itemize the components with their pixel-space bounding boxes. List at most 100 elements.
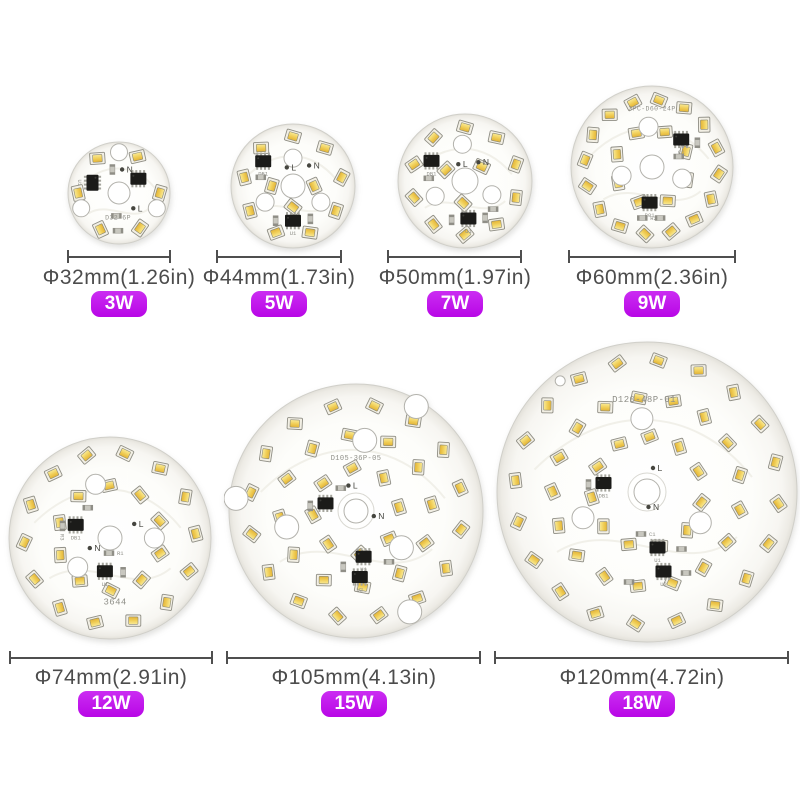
led-chip xyxy=(451,478,469,498)
wire-pad xyxy=(346,483,351,488)
led-chip xyxy=(487,217,506,232)
center-hole xyxy=(639,154,665,180)
led-chip xyxy=(601,108,618,122)
smd-component xyxy=(335,485,347,491)
led-chip xyxy=(439,559,453,577)
led-chip xyxy=(568,418,587,438)
led-chip xyxy=(607,354,627,373)
dimension-line-tick xyxy=(9,651,11,664)
led-chip xyxy=(323,398,343,416)
mounting-hole xyxy=(352,427,378,453)
ic-chip: DB1 xyxy=(255,152,272,178)
led-chip xyxy=(365,397,384,415)
led-chip xyxy=(690,364,707,377)
dimension-line-18w xyxy=(495,657,788,659)
smd-component xyxy=(487,206,499,212)
ic-label: U1 xyxy=(465,228,472,235)
led-chip xyxy=(125,614,142,627)
component-label: C1 xyxy=(649,531,656,538)
smd-component xyxy=(255,174,267,181)
led-chip xyxy=(436,160,456,180)
mounting-hole xyxy=(672,168,693,189)
led-chip xyxy=(436,441,450,458)
led-chip xyxy=(391,498,407,517)
led-chip xyxy=(392,564,408,583)
led-chip xyxy=(595,567,614,586)
led-chip xyxy=(43,465,63,483)
smd-component xyxy=(623,579,635,585)
component-label: R1 xyxy=(117,550,124,557)
ic-chip: U1 xyxy=(285,212,301,237)
led-chip xyxy=(640,428,659,445)
led-chip xyxy=(305,176,323,196)
board-silkscreen-label: D32-6P xyxy=(105,215,131,222)
mounting-hole xyxy=(85,473,107,495)
led-chip xyxy=(252,141,270,155)
led-chip xyxy=(289,592,308,610)
led-chip xyxy=(552,517,566,535)
smd-component xyxy=(109,164,116,175)
led-chip xyxy=(610,218,629,234)
led-chip xyxy=(635,224,655,244)
mounting-hole xyxy=(397,599,423,625)
ic-chip: U1 xyxy=(355,548,372,573)
ic-chip: DB1 xyxy=(67,516,84,541)
led-chip xyxy=(452,520,471,539)
led-chip xyxy=(544,482,561,501)
led-chip xyxy=(583,488,600,507)
smd-component xyxy=(307,500,314,512)
ic-label: U1 xyxy=(102,581,109,588)
component-label: R2 xyxy=(650,215,657,222)
led-chip xyxy=(694,558,713,578)
led-chip xyxy=(53,546,67,564)
dimension-line-tick xyxy=(520,250,522,263)
led-chip xyxy=(750,414,770,434)
mounting-hole xyxy=(482,185,502,205)
ln-marking: N xyxy=(314,161,320,171)
ic-chip: U2 xyxy=(655,562,672,588)
led-chip xyxy=(376,469,392,487)
mounting-hole xyxy=(311,192,331,212)
smd-component xyxy=(307,213,314,225)
mounting-hole xyxy=(611,165,632,186)
led-chip xyxy=(369,606,389,625)
led-chip xyxy=(130,485,150,505)
led-chip xyxy=(524,551,544,569)
led-chip xyxy=(242,525,262,544)
wire-pad xyxy=(87,545,92,551)
dimension-line-12w xyxy=(10,657,212,659)
led-chip xyxy=(726,383,741,402)
dimension-line-tick xyxy=(387,250,389,263)
led-chip xyxy=(675,101,693,115)
led-chip xyxy=(77,446,97,465)
watt-badge-15w: 15W xyxy=(321,691,387,717)
center-hole xyxy=(633,478,661,506)
ic-chip: U1 xyxy=(96,562,113,588)
dimension-line-7w xyxy=(388,256,521,258)
mounting-hole xyxy=(147,199,166,218)
dimension-line-tick xyxy=(568,250,570,263)
led-chip xyxy=(25,569,44,589)
mounting-hole xyxy=(425,186,445,206)
led-chip xyxy=(328,201,344,220)
led-chip xyxy=(541,397,554,414)
ln-marking: L xyxy=(658,463,663,473)
led-chip xyxy=(150,511,169,531)
led-chip xyxy=(92,220,109,239)
ic-chip: DB1 xyxy=(595,474,612,500)
led-chip xyxy=(549,448,569,467)
ic-label: U1 xyxy=(654,557,661,564)
center-hole xyxy=(343,498,369,524)
led-chip xyxy=(453,193,473,213)
diameter-label-15w: Φ105mm(4.13in) xyxy=(271,666,437,689)
dimension-line-3w xyxy=(68,256,170,258)
led-chip xyxy=(717,532,737,552)
mounting-hole xyxy=(72,199,91,218)
ln-marking: L xyxy=(291,162,296,172)
wire-pad xyxy=(306,163,312,168)
led-chip xyxy=(703,190,719,208)
smd-component: R1 xyxy=(103,550,124,557)
led-chip xyxy=(424,128,443,147)
led-chip xyxy=(487,130,506,145)
led-chip xyxy=(380,435,397,449)
